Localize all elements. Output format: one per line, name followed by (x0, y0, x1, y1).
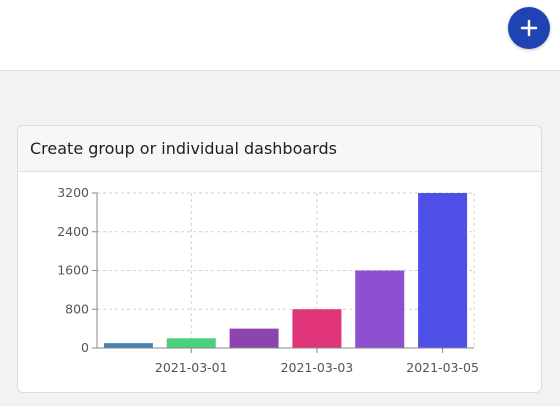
y-tick-label: 3200 (57, 185, 89, 200)
chart-tick-labels: 0 800 1600 2400 3200 2021-03-01 2021-03-03 2021… (57, 185, 479, 375)
bar[interactable] (166, 338, 216, 348)
bar[interactable] (103, 343, 153, 348)
x-tick-label: 2021-03-03 (281, 360, 354, 375)
bar[interactable] (292, 309, 342, 348)
chart-grid (97, 192, 475, 348)
top-bar (0, 0, 560, 71)
card-header: Create group or individual dashboards (18, 126, 541, 172)
x-tick-label: 2021-03-05 (406, 360, 479, 375)
chart-axes (92, 192, 474, 353)
bar-chart: 0 800 1600 2400 3200 2021-03-01 2021-03-03 2021… (57, 185, 479, 375)
y-tick-label: 2400 (57, 224, 89, 239)
plus-icon (520, 19, 538, 37)
chart-area: 0 800 1600 2400 3200 2021-03-01 2021-03-03 2021… (18, 172, 541, 392)
bar[interactable] (229, 328, 279, 348)
bar[interactable] (418, 193, 468, 348)
dashboard-card: Create group or individual dashboards 0 8… (17, 125, 542, 393)
y-tick-label: 1600 (57, 263, 89, 278)
y-tick-label: 0 (81, 340, 89, 355)
x-tick-label: 2021-03-01 (155, 360, 228, 375)
add-button[interactable] (508, 7, 550, 49)
bar[interactable] (355, 270, 405, 349)
card-title: Create group or individual dashboards (30, 139, 337, 158)
chart-bars (103, 193, 468, 349)
y-tick-label: 800 (65, 301, 89, 316)
